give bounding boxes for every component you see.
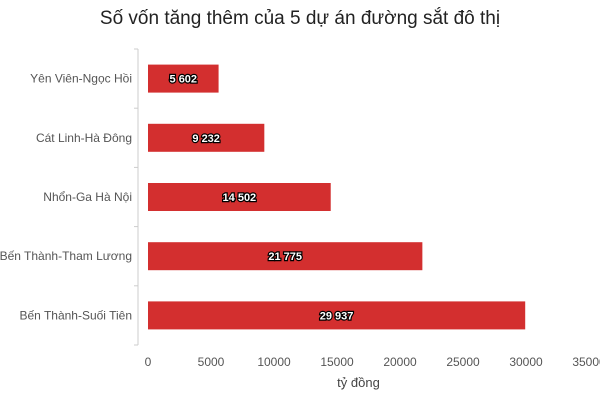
bar-3 — [148, 183, 331, 211]
x-tick-label: 35000 — [572, 355, 600, 369]
x-axis-title: tỷ đồng — [337, 375, 380, 390]
category-label: Cát Linh-Hà Đông — [36, 131, 132, 145]
category-label: Bến Thành-Suối Tiên — [19, 308, 132, 322]
bar-1 — [148, 64, 219, 93]
category-label: Nhổn-Ga Hà Nội — [43, 190, 132, 204]
x-tick-label: 20000 — [383, 355, 417, 369]
category-label: Yên Viên-Ngọc Hồi — [30, 72, 132, 86]
category-label: Bến Thành-Tham Lương — [0, 249, 132, 263]
data-label: 5 602 — [170, 74, 198, 86]
x-tick-label: 0 — [145, 355, 152, 369]
x-tick-label: 10000 — [257, 355, 291, 369]
data-label: 14 502 — [223, 192, 257, 204]
x-tick-label: 15000 — [320, 355, 354, 369]
x-tick-label: 25000 — [446, 355, 480, 369]
bar-2 — [148, 123, 265, 152]
x-tick-label: 5000 — [198, 355, 225, 369]
data-label: 21 775 — [268, 251, 302, 263]
x-tick-label: 30000 — [509, 355, 543, 369]
data-label: 9 232 — [192, 133, 220, 145]
bar-4 — [148, 242, 423, 271]
chart-title: Số vốn tăng thêm của 5 dự án đường sắt đ… — [99, 8, 501, 29]
bar-5 — [148, 301, 526, 330]
data-label: 29 937 — [320, 310, 354, 322]
